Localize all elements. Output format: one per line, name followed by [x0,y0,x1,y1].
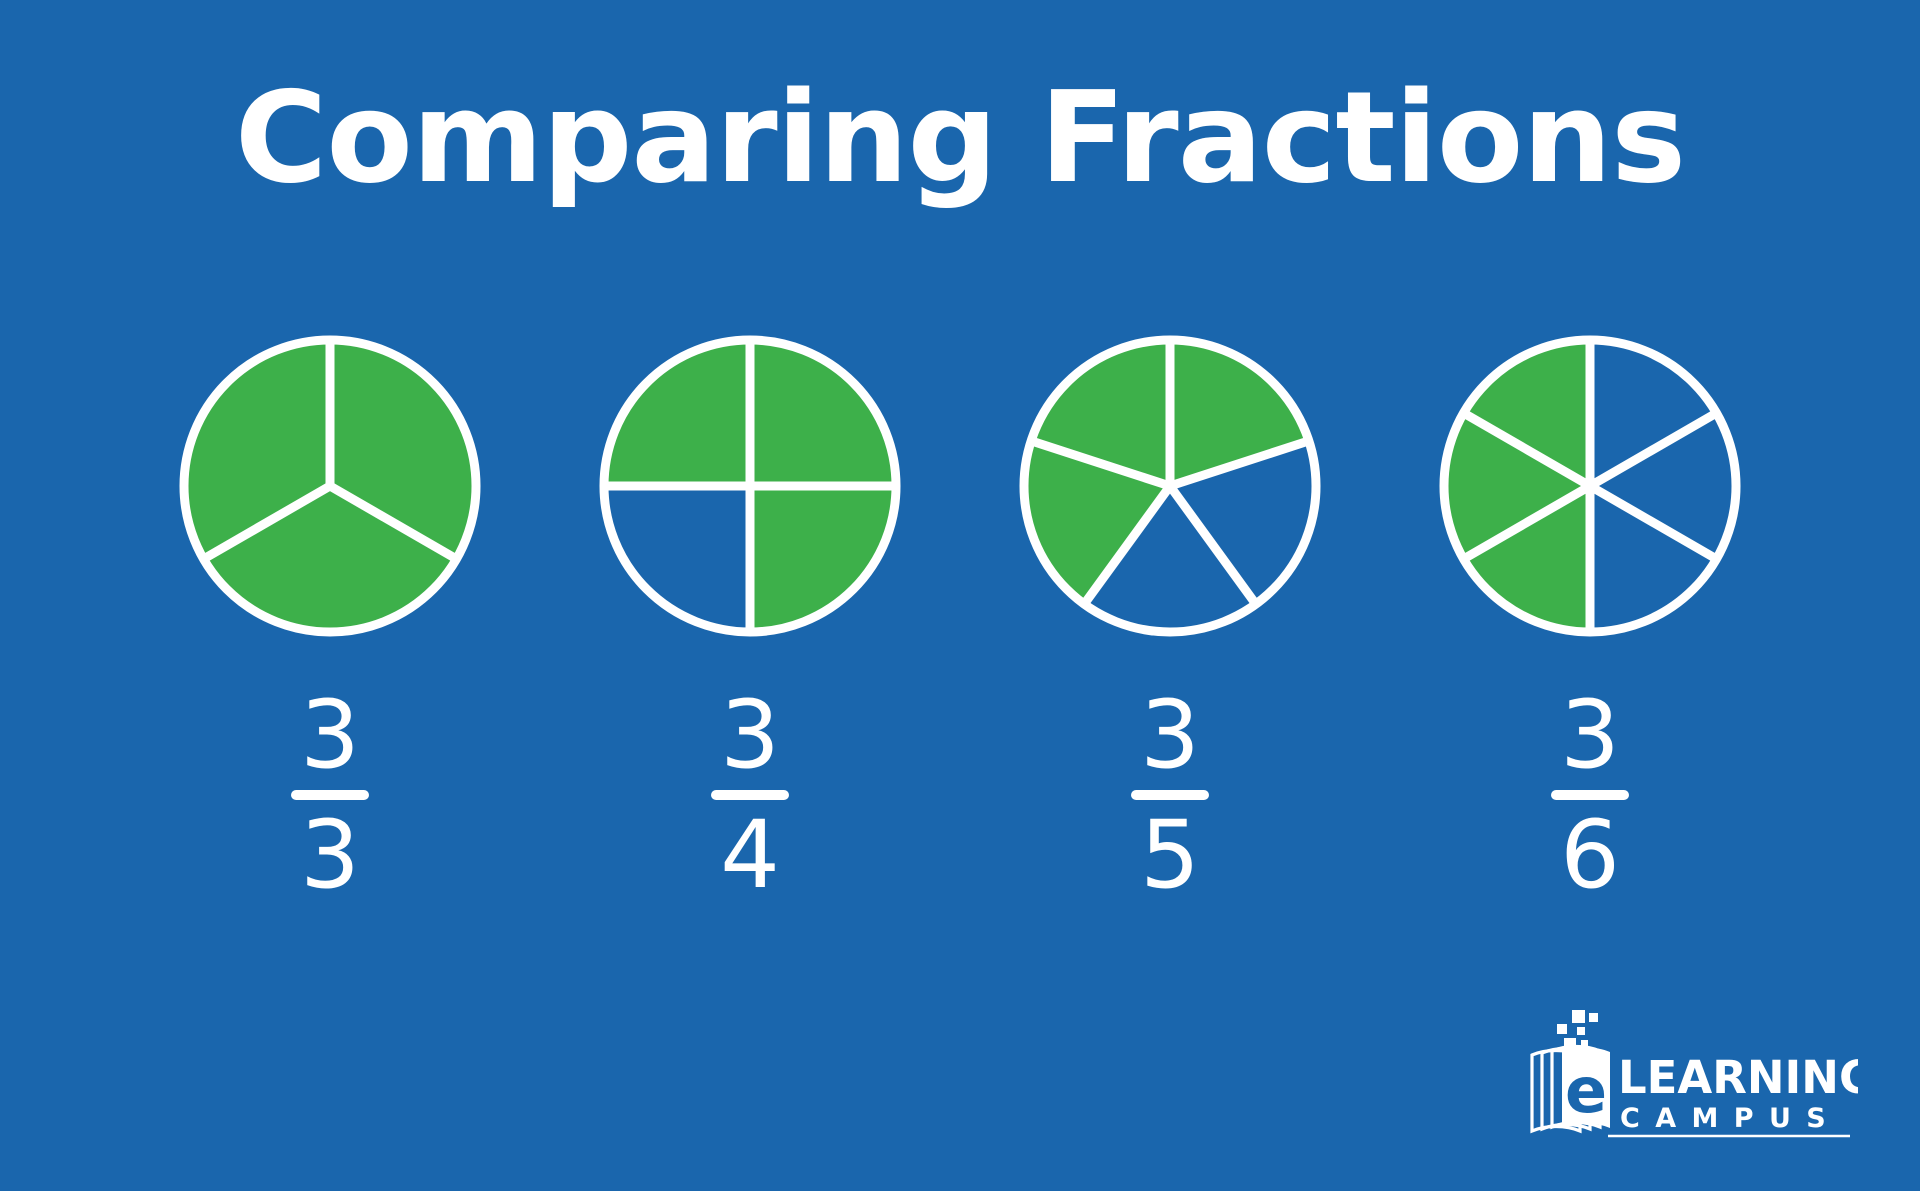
pie-divider-line [1080,483,1174,607]
logo-letter-e: e [1565,1054,1607,1127]
pie-slice [604,486,750,632]
pie-divider-line [1166,483,1260,607]
pie-divider-line [201,482,333,563]
fraction-bar [1551,790,1629,801]
fraction-denominator: 4 [720,801,780,911]
pie-divider-group [604,340,896,632]
fraction-bar [711,790,789,801]
pie-divider-group [1029,340,1311,607]
logo-word-campus: C A M P U S [1620,1103,1829,1134]
pie-divider-line [1587,482,1719,563]
pie-divider-line [1587,409,1719,490]
pie-chart-3-4 [599,335,901,637]
pie-divider-line [1168,436,1311,491]
pie-divider-group [201,340,459,563]
pie-chart-3-5 [1019,335,1321,637]
pie-slice-group [1024,340,1316,632]
pie-slice [1170,440,1316,605]
pie-divider-group [1461,340,1719,632]
fraction-numerator: 3 [1560,681,1620,790]
logo-word-learning: LEARNING [1618,1051,1858,1104]
fraction-label-3-5: 3 5 [1131,681,1209,911]
fraction-numerator: 3 [1140,681,1200,790]
fraction-numerator: 3 [720,681,780,790]
fraction-denominator: 3 [300,801,360,911]
book-icon [1530,1044,1602,1134]
pie-slice-group [604,340,896,632]
svg-text:e: e [1565,1054,1607,1127]
pie-chart-3-6 [1439,335,1741,637]
book-front-cover [1562,1047,1610,1128]
fraction-figure-3-4: 3 4 [594,330,906,911]
fraction-figures-row: 3 3 3 4 [0,330,1920,903]
fraction-numerator: 3 [300,681,360,790]
fraction-label-3-6: 3 6 [1551,681,1629,911]
pie-divider-line [1461,409,1593,490]
fraction-denominator: 5 [1140,801,1200,911]
pie-slice [750,340,896,486]
pie-slice [604,340,750,486]
fraction-bar [291,790,369,801]
fraction-figure-3-6: 3 6 [1434,330,1746,911]
pie-slice [1084,486,1256,632]
fraction-label-3-3: 3 3 [291,681,369,911]
fraction-figure-3-5: 3 5 [1014,330,1326,911]
pixel-squares-icon [1557,1010,1598,1050]
pie-slice [1590,413,1736,559]
pie-slice [1024,440,1170,605]
fraction-label-3-4: 3 4 [711,681,789,911]
fraction-denominator: 6 [1560,801,1620,911]
fraction-figure-3-3: 3 3 [174,330,486,911]
fraction-bar [1131,790,1209,801]
page-title: Comparing Fractions [234,64,1686,211]
pie-divider-line [327,482,459,563]
pie-slice [1444,413,1590,559]
pie-divider-line [1461,482,1593,563]
elearning-campus-logo: e LEARNING C A M P U S [1528,1009,1858,1149]
pie-divider-line [1029,436,1172,491]
pie-chart-3-3 [179,335,481,637]
pie-slice [750,486,896,632]
